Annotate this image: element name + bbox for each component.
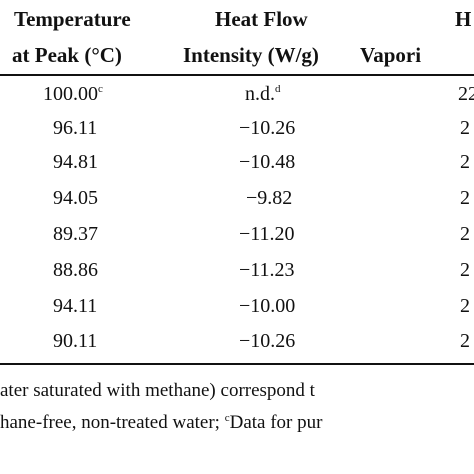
third-column-cell: 2 (460, 259, 470, 281)
third-column-cell: 2 (460, 151, 470, 173)
temperature-cell: 89.37 (53, 223, 98, 245)
footnote-line-2: hane-free, non-treated water; cData for … (0, 412, 323, 433)
heat-flow-cell: −10.26 (239, 117, 296, 139)
third-column-cell: 2 (460, 295, 470, 317)
heat-flow-cell: −9.82 (246, 187, 293, 209)
heat-flow-footnote-mark: d (275, 83, 281, 95)
third-column-cell: 2 (460, 330, 470, 352)
heat-flow-cell: −11.20 (239, 223, 295, 245)
header-temperature-line2: at Peak (°C) (12, 43, 122, 67)
temperature-cell: 94.05 (53, 187, 98, 209)
header-rule (0, 74, 474, 76)
temperature-cell: 94.11 (53, 295, 98, 317)
header-third-line1: H (455, 7, 472, 31)
temperature-footnote-mark: c (98, 83, 103, 95)
third-column-cell: 2 (460, 223, 470, 245)
third-column-cell: 2 (460, 187, 470, 209)
footnote-text-b: Data for pur (229, 412, 323, 433)
footnote-mark-c: c (224, 412, 230, 424)
header-heat-flow-line2: Intensity (W/g) (183, 43, 319, 67)
temperature-cell: 88.86 (53, 259, 98, 281)
heat-flow-value: n.d. (245, 83, 275, 105)
temperature-cell: 94.81 (53, 151, 98, 173)
heat-flow-cell: −10.48 (239, 151, 296, 173)
heat-flow-cell: −10.26 (239, 330, 296, 352)
footnote-line-1: ater saturated with methane) correspond … (0, 380, 315, 401)
third-column-cell: 22 (458, 83, 474, 105)
heat-flow-cell: n.d.d (245, 83, 281, 105)
temperature-cell: 96.11 (53, 117, 98, 139)
temperature-cell: 100.00c (43, 83, 103, 105)
table-bottom-rule (0, 363, 474, 365)
third-column-cell: 2 (460, 117, 470, 139)
header-heat-flow-line1: Heat Flow (215, 7, 308, 31)
heat-flow-cell: −10.00 (239, 295, 296, 317)
header-temperature-line1: Temperature (14, 7, 131, 31)
header-third-line2: Vapori (360, 43, 422, 67)
temperature-cell: 90.11 (53, 330, 98, 352)
temperature-value: 100.00 (43, 83, 98, 105)
footnote-text-a: hane-free, non-treated water; (0, 412, 225, 433)
heat-flow-cell: −11.23 (239, 259, 295, 281)
